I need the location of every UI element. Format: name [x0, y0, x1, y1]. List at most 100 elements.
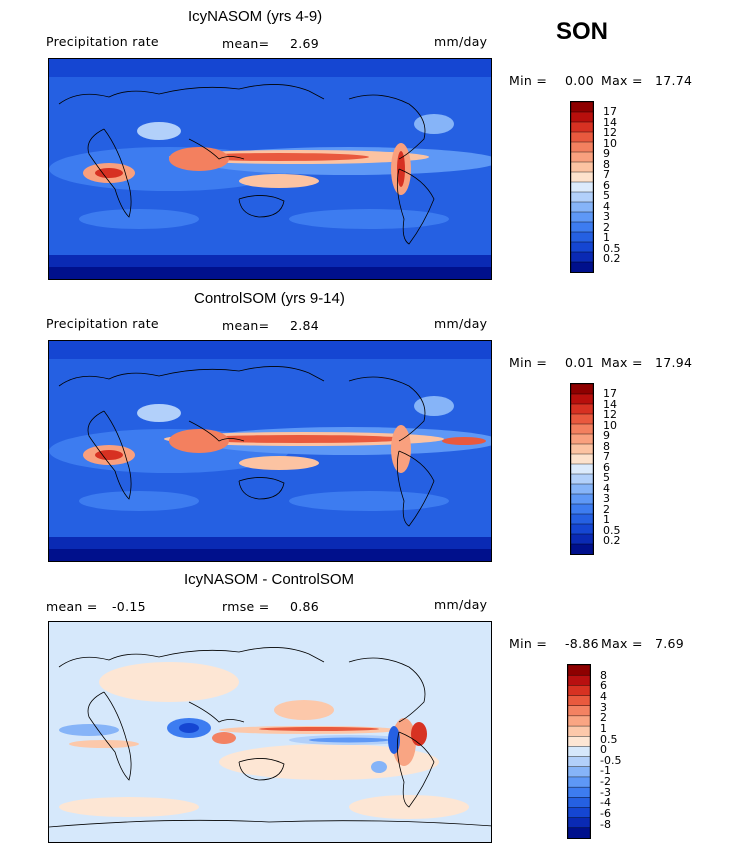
colorbar-tick: 5 [603, 471, 610, 484]
colorbar-tick: 6 [603, 461, 610, 474]
colorbar-tick: 8 [603, 440, 610, 453]
colorbar-swatch [571, 191, 593, 203]
colorbar-tick: 10 [603, 419, 617, 432]
colorbar-tick: -8 [600, 818, 611, 831]
panel-3-min-label: Min = [509, 636, 548, 651]
panel-1-max-label: Max = [601, 73, 643, 88]
colorbar-swatch [571, 131, 593, 143]
colorbar-swatch [571, 211, 593, 223]
colorbar-tick: 2 [603, 503, 610, 516]
colorbar-tick: 7 [603, 168, 610, 181]
colorbar-tick: 3 [603, 492, 610, 505]
colorbar-swatch [571, 102, 593, 113]
colorbar-swatch [568, 766, 590, 778]
colorbar-swatch [571, 141, 593, 153]
panel-1-units: mm/day [434, 34, 488, 49]
colorbar-tick: 0.5 [603, 524, 621, 537]
colorbar-tick: 3 [603, 210, 610, 223]
panel-2-max-label: Max = [601, 355, 643, 370]
colorbar-swatch [568, 695, 590, 707]
colorbar-swatch [568, 715, 590, 727]
colorbar-swatch [568, 725, 590, 737]
season-label: SON [556, 18, 609, 45]
colorbar-swatch [571, 433, 593, 445]
colorbar-swatch [571, 423, 593, 435]
panel-3-mean-label: mean = [46, 599, 98, 614]
colorbar-tick: 5 [603, 189, 610, 202]
panel-2-colorbar [570, 383, 594, 555]
panel-1-max-value: 17.74 [655, 73, 693, 88]
colorbar-swatch [568, 665, 590, 676]
colorbar-swatch [568, 685, 590, 697]
colorbar-tick: 1 [603, 513, 610, 526]
panel-2-min-value: 0.01 [565, 355, 595, 370]
panel-2-precip-map [48, 340, 492, 562]
panel-1-colorbar [570, 101, 594, 273]
panel-1-min-label: Min = [509, 73, 548, 88]
colorbar-tick: 3 [600, 701, 607, 714]
colorbar-tick: 12 [603, 126, 617, 139]
colorbar-tick: 0.2 [603, 252, 621, 265]
colorbar-swatch [571, 261, 593, 272]
colorbar-tick: 12 [603, 408, 617, 421]
colorbar-swatch [568, 817, 590, 829]
colorbar-swatch [571, 413, 593, 425]
colorbar-swatch [571, 493, 593, 505]
colorbar-swatch [571, 463, 593, 475]
colorbar-tick: 4 [603, 200, 610, 213]
colorbar-tick: 10 [603, 137, 617, 150]
colorbar-tick: -3 [600, 786, 611, 799]
panel-2-title: ControlSOM (yrs 9-14) [194, 290, 345, 307]
colorbar-tick: -1 [600, 764, 611, 777]
colorbar-swatch [571, 221, 593, 233]
colorbar-tick: 4 [603, 482, 610, 495]
colorbar-tick: -2 [600, 775, 611, 788]
colorbar-swatch [571, 403, 593, 415]
panel-3-units: mm/day [434, 597, 488, 612]
colorbar-tick: 0 [600, 743, 607, 756]
colorbar-tick: 14 [603, 116, 617, 129]
colorbar-tick: -6 [600, 807, 611, 820]
panel-3-mean-value: -0.15 [112, 599, 146, 614]
panel-3-rmse-label: rmse = [222, 599, 270, 614]
colorbar-swatch [571, 533, 593, 545]
colorbar-swatch [571, 231, 593, 243]
panel-3-difference-map [48, 621, 492, 843]
colorbar-swatch [571, 121, 593, 133]
colorbar-tick: 9 [603, 429, 610, 442]
panel-3-rmse-value: 0.86 [290, 599, 320, 614]
colorbar-swatch [568, 705, 590, 717]
colorbar-tick: 17 [603, 105, 617, 118]
colorbar-tick: 9 [603, 147, 610, 160]
colorbar-swatch [571, 483, 593, 495]
colorbar-tick: 8 [600, 669, 607, 682]
colorbar-tick: 14 [603, 398, 617, 411]
colorbar-tick: 0.5 [600, 733, 618, 746]
colorbar-swatch [571, 151, 593, 163]
colorbar-tick: 17 [603, 387, 617, 400]
colorbar-swatch [568, 736, 590, 747]
panel-3-min-value: -8.86 [565, 636, 599, 651]
colorbar-swatch [568, 756, 590, 768]
panel-1-precip-map [48, 58, 492, 280]
colorbar-tick: 1 [603, 231, 610, 244]
colorbar-swatch [571, 443, 593, 455]
colorbar-swatch [571, 523, 593, 535]
colorbar-tick: -4 [600, 796, 611, 809]
colorbar-swatch [571, 453, 593, 465]
colorbar-tick: 6 [600, 679, 607, 692]
colorbar-tick: 0.2 [603, 534, 621, 547]
colorbar-swatch [568, 827, 590, 838]
colorbar-swatch [571, 251, 593, 263]
colorbar-swatch [571, 384, 593, 395]
colorbar-tick: -0.5 [600, 754, 622, 767]
panel-1-variable-label: Precipitation rate [46, 34, 159, 49]
colorbar-swatch [568, 746, 590, 758]
colorbar-swatch [568, 674, 590, 686]
colorbar-swatch [568, 776, 590, 788]
colorbar-tick: 2 [603, 221, 610, 234]
panel-2-max-value: 17.94 [655, 355, 693, 370]
colorbar-swatch [568, 807, 590, 819]
colorbar-swatch [571, 503, 593, 515]
panel-3-title: IcyNASOM - ControlSOM [184, 571, 355, 588]
